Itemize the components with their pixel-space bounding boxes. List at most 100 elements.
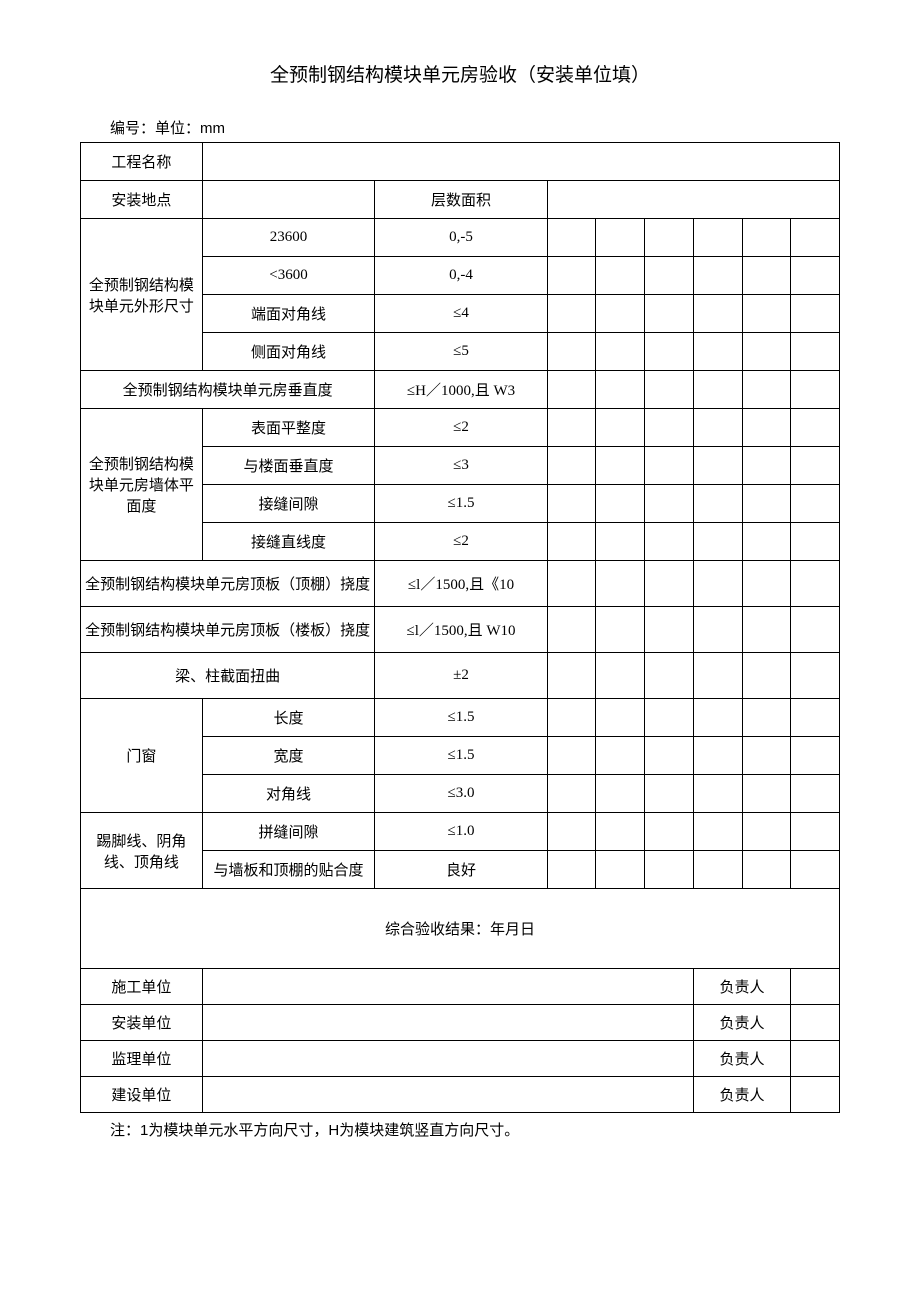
cell xyxy=(547,485,596,523)
cell xyxy=(596,523,645,561)
cell xyxy=(791,523,840,561)
sig-value xyxy=(202,1077,693,1113)
cell xyxy=(596,333,645,371)
cell xyxy=(791,447,840,485)
table-row: 踢脚线、阴角线、顶角线 拼缝间隙 ≤1.0 xyxy=(81,813,840,851)
cell xyxy=(596,561,645,607)
cell xyxy=(645,409,694,447)
cell xyxy=(693,333,742,371)
footnote-text: 为模块建筑竖直方向尺寸。 xyxy=(339,1123,519,1139)
cell xyxy=(547,371,596,409)
cell xyxy=(693,607,742,653)
resp-label: 负责人 xyxy=(693,1041,790,1077)
label-line-group: 踢脚线、阴角线、顶角线 xyxy=(81,813,203,889)
cell: 0,-4 xyxy=(375,257,548,295)
cell xyxy=(547,813,596,851)
cell xyxy=(693,561,742,607)
cell: ≤H／1000,且 W3 xyxy=(375,371,548,409)
cell xyxy=(645,295,694,333)
cell xyxy=(645,607,694,653)
cell xyxy=(596,257,645,295)
cell xyxy=(791,371,840,409)
cell: 端面对角线 xyxy=(202,295,375,333)
cell xyxy=(742,561,791,607)
cell xyxy=(547,409,596,447)
cell xyxy=(742,813,791,851)
cell xyxy=(596,653,645,699)
table-row: 建设单位 负责人 xyxy=(81,1077,840,1113)
label-project: 工程名称 xyxy=(81,143,203,181)
cell xyxy=(645,775,694,813)
unit-mm: mm xyxy=(200,120,225,137)
cell xyxy=(596,295,645,333)
result-row: 综合验收结果：年月日 xyxy=(81,889,840,969)
cell xyxy=(645,371,694,409)
cell xyxy=(596,607,645,653)
cell xyxy=(693,699,742,737)
cell xyxy=(693,409,742,447)
cell xyxy=(596,219,645,257)
cell xyxy=(547,851,596,889)
cell: 0,-5 xyxy=(375,219,548,257)
cell xyxy=(791,851,840,889)
label-door-group: 门窗 xyxy=(81,699,203,813)
cell xyxy=(547,257,596,295)
cell xyxy=(693,653,742,699)
cell xyxy=(547,653,596,699)
result-label: 综合验收结果：年月日 xyxy=(81,889,840,969)
cell xyxy=(742,447,791,485)
sig-value xyxy=(202,1041,693,1077)
cell xyxy=(742,295,791,333)
cell xyxy=(645,737,694,775)
cell xyxy=(596,699,645,737)
cell: ≤4 xyxy=(375,295,548,333)
resp-label: 负责人 xyxy=(693,1077,790,1113)
cell: 接缝直线度 xyxy=(202,523,375,561)
cell xyxy=(547,561,596,607)
cell xyxy=(596,447,645,485)
cell xyxy=(791,775,840,813)
value-floor-area xyxy=(547,181,839,219)
table-row: 门窗 长度 ≤1.5 xyxy=(81,699,840,737)
cell xyxy=(791,409,840,447)
sig-label: 安装单位 xyxy=(81,1005,203,1041)
cell xyxy=(791,333,840,371)
cell: ≤2 xyxy=(375,523,548,561)
cell xyxy=(693,485,742,523)
cell xyxy=(547,333,596,371)
cell xyxy=(596,737,645,775)
footnote-text: 为模块单元水平方向尺寸， xyxy=(148,1123,328,1139)
cell xyxy=(596,813,645,851)
resp-value xyxy=(791,1005,840,1041)
cell xyxy=(547,295,596,333)
cell xyxy=(791,737,840,775)
cell xyxy=(742,371,791,409)
cell xyxy=(547,523,596,561)
cell xyxy=(742,333,791,371)
cell xyxy=(645,257,694,295)
footnote-text: 注： xyxy=(110,1123,140,1139)
cell xyxy=(693,295,742,333)
cell xyxy=(742,775,791,813)
cell xyxy=(547,737,596,775)
resp-value xyxy=(791,1041,840,1077)
cell xyxy=(742,409,791,447)
sig-value xyxy=(202,1005,693,1041)
sig-value xyxy=(202,969,693,1005)
cell xyxy=(693,371,742,409)
value-location xyxy=(202,181,375,219)
cell xyxy=(693,257,742,295)
cell xyxy=(742,607,791,653)
footnote: 注：1为模块单元水平方向尺寸，H为模块建筑竖直方向尺寸。 xyxy=(110,1119,840,1140)
table-row: 安装单位 负责人 xyxy=(81,1005,840,1041)
value-project xyxy=(202,143,839,181)
cell xyxy=(742,219,791,257)
cell xyxy=(547,607,596,653)
label-location: 安装地点 xyxy=(81,181,203,219)
cell xyxy=(742,737,791,775)
cell: 拼缝间隙 xyxy=(202,813,375,851)
cell xyxy=(693,447,742,485)
resp-label: 负责人 xyxy=(693,1005,790,1041)
table-row: 全预制钢结构模块单元房垂直度 ≤H／1000,且 W3 xyxy=(81,371,840,409)
cell: ≤3.0 xyxy=(375,775,548,813)
